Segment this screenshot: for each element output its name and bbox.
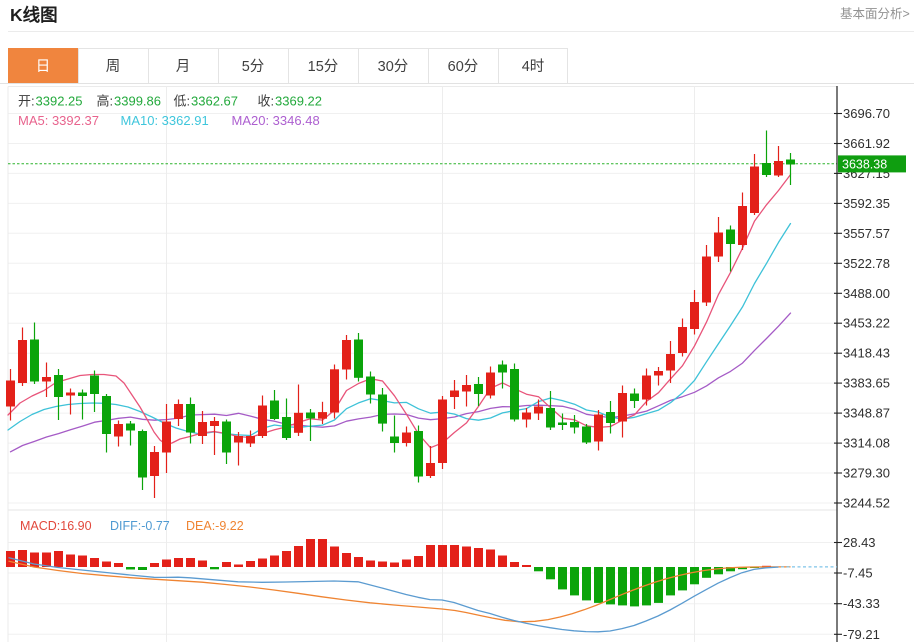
svg-text:5分: 5分: [242, 58, 265, 75]
svg-text:低:: 低:: [174, 94, 191, 109]
svg-text:3453.22: 3453.22: [843, 316, 890, 331]
svg-text:3392.25: 3392.25: [36, 94, 83, 109]
svg-text:3638.38: 3638.38: [842, 158, 887, 172]
svg-text:60分: 60分: [448, 58, 479, 75]
svg-text:K线图: K线图: [10, 5, 58, 25]
svg-text:MA20: 3346.48: MA20: 3346.48: [232, 113, 320, 128]
svg-text:4时: 4时: [522, 58, 545, 75]
svg-text:3244.52: 3244.52: [843, 496, 890, 511]
svg-text:开:: 开:: [18, 94, 35, 109]
svg-text:MA5: 3392.37: MA5: 3392.37: [18, 113, 99, 128]
svg-text:3592.35: 3592.35: [843, 196, 890, 211]
svg-text:MA10: 3362.91: MA10: 3362.91: [121, 113, 209, 128]
svg-text:3279.30: 3279.30: [843, 466, 890, 481]
svg-text:28.43: 28.43: [843, 535, 876, 550]
svg-text:-79.21: -79.21: [843, 627, 880, 642]
svg-text:收:: 收:: [258, 94, 275, 109]
svg-text:3557.57: 3557.57: [843, 226, 890, 241]
svg-text:3369.22: 3369.22: [275, 94, 322, 109]
svg-text:MACD:16.90: MACD:16.90: [20, 519, 92, 533]
svg-text:3488.00: 3488.00: [843, 286, 890, 301]
svg-text:3418.43: 3418.43: [843, 346, 890, 361]
svg-text:-43.33: -43.33: [843, 596, 880, 611]
svg-text:3399.86: 3399.86: [114, 94, 161, 109]
svg-text:3348.87: 3348.87: [843, 406, 890, 421]
svg-text:3696.70: 3696.70: [843, 106, 890, 121]
svg-text:15分: 15分: [308, 58, 339, 75]
svg-text:-7.45: -7.45: [843, 566, 873, 581]
svg-text:月: 月: [176, 59, 191, 75]
svg-text:基本面分析>: 基本面分析>: [840, 7, 910, 21]
svg-text:DEA:-9.22: DEA:-9.22: [186, 519, 244, 533]
svg-text:30分: 30分: [378, 58, 409, 75]
svg-text:高:: 高:: [97, 94, 114, 109]
svg-text:日: 日: [36, 59, 51, 75]
svg-text:3362.67: 3362.67: [191, 94, 238, 109]
svg-text:DIFF:-0.77: DIFF:-0.77: [110, 519, 170, 533]
svg-text:3522.78: 3522.78: [843, 256, 890, 271]
svg-text:周: 周: [106, 59, 121, 75]
svg-text:3314.08: 3314.08: [843, 436, 890, 451]
svg-text:3383.65: 3383.65: [843, 376, 890, 391]
svg-text:3661.92: 3661.92: [843, 136, 890, 151]
